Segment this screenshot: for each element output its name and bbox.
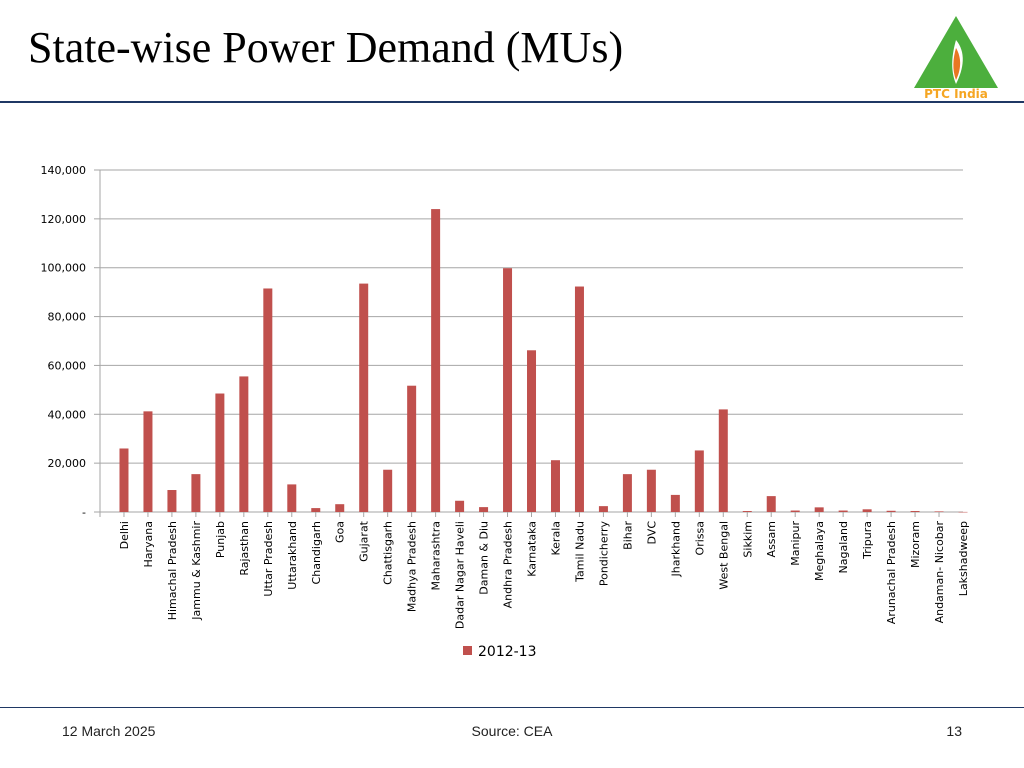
bar	[263, 288, 273, 512]
footer-date: 12 March 2025	[62, 723, 156, 739]
logo-text: PTC India	[924, 87, 988, 100]
x-tick-label: Delhi	[118, 521, 131, 549]
x-tick-label: Pondicherry	[597, 521, 610, 587]
bar	[598, 506, 608, 512]
bar	[718, 409, 728, 512]
x-tick-label: Maharashtra	[430, 521, 443, 591]
x-tick-label: Assam	[765, 521, 778, 557]
x-tick-label: Chattisgarh	[382, 521, 395, 585]
y-tick-label: 80,000	[48, 311, 87, 324]
x-tick-label: Tripura	[861, 521, 874, 560]
x-tick-label: Uttar Pradesh	[262, 521, 275, 597]
bar	[622, 474, 632, 512]
y-tick-label: 40,000	[48, 408, 87, 421]
bar	[694, 450, 704, 512]
x-tick-label: Andhra Pradesh	[502, 521, 515, 608]
bar	[742, 511, 752, 512]
legend-swatch	[463, 646, 472, 655]
x-tick-label: Daman & Diu	[478, 521, 491, 595]
ptc-logo: PTC India	[914, 16, 998, 100]
x-tick-label: Gujarat	[358, 520, 371, 562]
x-tick-label: Dadar Nagar Haveli	[454, 521, 467, 629]
legend-label: 2012-13	[478, 644, 537, 660]
bar	[886, 510, 896, 512]
bar	[167, 490, 177, 512]
slide-title: State-wise Power Demand (MUs)	[28, 23, 624, 72]
bar	[527, 350, 537, 512]
bar	[814, 507, 824, 512]
bar	[191, 474, 201, 512]
bar	[239, 376, 249, 512]
bar	[287, 484, 297, 512]
y-tick-label: 60,000	[48, 359, 87, 372]
bar	[838, 510, 848, 512]
x-tick-label: Andaman- Nicobar	[933, 521, 946, 624]
bar	[215, 393, 225, 512]
bar	[383, 469, 393, 512]
bar	[670, 494, 680, 512]
footer-source: Source: CEA	[471, 723, 553, 739]
x-tick-label: Arunachal Pradesh	[885, 521, 898, 624]
page-number: 13	[946, 723, 962, 739]
y-tick-label: 120,000	[41, 213, 87, 226]
x-tick-label: Sikkim	[741, 521, 754, 558]
bar	[455, 500, 465, 512]
y-tick-label: 140,000	[41, 164, 87, 177]
bar	[766, 496, 776, 512]
y-tick-label: -	[82, 506, 86, 519]
x-tick-label: Orissa	[693, 521, 706, 555]
bar	[574, 286, 584, 512]
x-tick-label: Haryana	[142, 521, 155, 568]
bar	[119, 448, 129, 512]
bar	[550, 460, 560, 512]
x-tick-label: Mizoram	[909, 521, 922, 568]
bar	[958, 511, 968, 513]
bar	[359, 283, 369, 512]
bar	[479, 507, 489, 512]
x-tick-label: Lakshadweep	[957, 521, 970, 596]
x-tick-label: Rajasthan	[238, 521, 251, 576]
chart-bars	[119, 209, 968, 513]
bar-chart: - 20,000 40,000 60,000 80,000 100,000 120,000 1…	[41, 164, 971, 660]
x-tick-label: Karnataka	[526, 521, 539, 577]
bar	[431, 209, 441, 513]
bar	[503, 268, 513, 512]
x-tick-label: Kerala	[549, 521, 562, 556]
bar	[934, 511, 944, 512]
x-tick-label: Uttarakhand	[286, 521, 299, 590]
bar	[646, 469, 656, 512]
bar	[311, 508, 321, 512]
x-tick-label: Chandigarh	[310, 521, 323, 584]
bar	[910, 511, 920, 512]
bar	[407, 385, 417, 512]
bar	[790, 510, 800, 512]
x-tick-label: Madhya Pradesh	[406, 521, 419, 612]
bar	[862, 509, 872, 512]
x-tick-label: Jharkhand	[669, 521, 682, 578]
chart-legend: 2012-13	[463, 644, 537, 660]
x-tick-label: DVC	[645, 521, 658, 545]
title-rule	[0, 101, 1024, 103]
x-tick-label: West Bengal	[717, 521, 730, 590]
x-tick-label: Meghalaya	[813, 521, 826, 581]
x-tick-label: Goa	[334, 521, 347, 543]
x-tick-label: Tamil Nadu	[573, 521, 586, 583]
x-tick-label: Punjab	[214, 521, 227, 558]
y-axis-ticks: - 20,000 40,000 60,000 80,000 100,000 120,000 1…	[41, 164, 100, 519]
x-tick-label: Manipur	[789, 521, 802, 566]
x-tick-label: Jammu & Kashmir	[190, 521, 203, 621]
x-tick-label: Nagaland	[837, 521, 850, 573]
x-axis-ticks: Delhi Haryana Himachal Pradesh Jammu & Kash…	[99, 512, 970, 629]
bar	[143, 411, 153, 512]
x-tick-label: Bihar	[621, 521, 634, 550]
x-tick-label: Himachal Pradesh	[166, 521, 179, 620]
y-tick-label: 20,000	[48, 457, 87, 470]
footer-rule	[0, 707, 1024, 708]
y-tick-label: 100,000	[41, 262, 87, 275]
bar	[335, 504, 345, 512]
